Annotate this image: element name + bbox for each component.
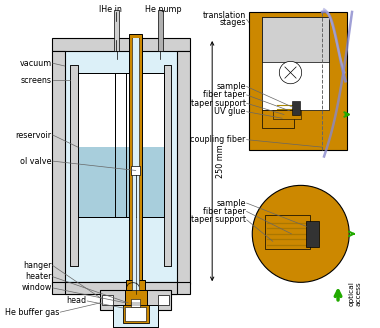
Bar [125,307,146,321]
Text: fiber taper: fiber taper [203,207,246,216]
Bar [261,17,329,110]
Bar [250,12,347,150]
Bar [100,290,171,310]
Text: heater: heater [25,272,52,281]
Bar [70,65,78,266]
Text: access: access [356,281,362,306]
Bar [127,280,145,301]
Text: hanger: hanger [23,261,52,270]
Bar [113,305,158,327]
Text: He buffer gas: He buffer gas [5,308,59,317]
Bar [273,110,301,119]
Bar [70,65,78,266]
Bar [52,38,190,51]
Text: ol valve: ol valve [20,157,52,166]
Bar [78,72,127,217]
Circle shape [252,185,349,282]
Text: taper support: taper support [191,99,246,108]
Text: reservoir: reservoir [16,131,52,139]
Bar [265,215,310,249]
Bar [133,38,139,290]
Bar [132,38,139,290]
Text: fiber taper: fiber taper [203,91,246,99]
Bar [52,51,65,284]
Bar [65,51,177,282]
Text: window: window [21,283,52,293]
Text: 250 mm: 250 mm [216,144,225,178]
Bar [131,166,140,175]
Bar [261,110,294,129]
Text: vacuum: vacuum [19,59,52,68]
Bar [78,147,127,217]
Bar [123,305,149,323]
Text: screens: screens [21,75,52,85]
Bar [52,282,190,294]
Text: head: head [66,297,86,305]
Circle shape [279,61,302,84]
Text: sample: sample [216,198,246,208]
Bar [164,65,171,266]
Bar [114,10,119,51]
Bar [115,72,164,217]
Bar [113,305,158,327]
Bar [158,296,169,305]
Text: He pump: He pump [146,5,182,14]
Text: sample: sample [216,82,246,91]
Bar [131,299,140,307]
Text: UV glue: UV glue [214,107,246,116]
Text: stages: stages [219,18,246,27]
Text: lHe in: lHe in [99,5,122,14]
Text: coupling fiber: coupling fiber [190,135,246,144]
Bar [158,10,163,51]
Bar [164,65,171,266]
Text: optical: optical [348,281,354,306]
Bar [78,72,127,217]
Bar [292,101,300,114]
Text: taper support: taper support [191,215,246,224]
Bar [125,290,147,310]
Bar [115,72,164,217]
Bar [65,282,177,294]
Bar [177,51,190,284]
Bar [102,296,113,305]
Bar [115,147,164,217]
Bar [306,221,320,247]
Bar [261,17,329,62]
Bar [129,34,142,294]
Text: translation: translation [203,11,246,20]
